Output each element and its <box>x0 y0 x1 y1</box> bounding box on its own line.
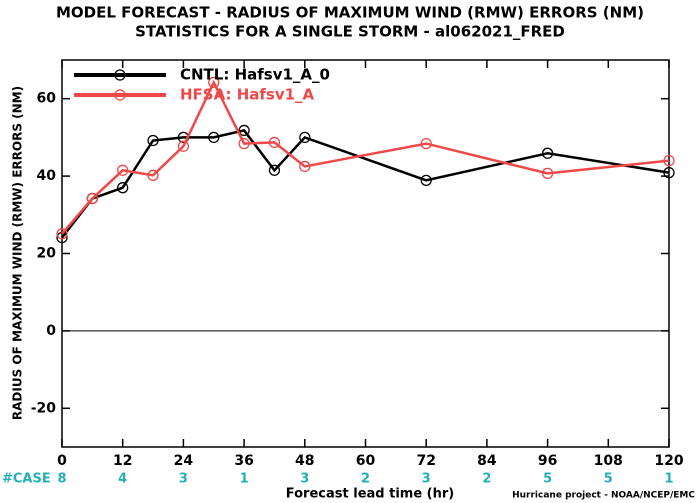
series-marker <box>299 160 311 173</box>
case-count: 4 <box>118 472 127 487</box>
series-marker <box>86 192 98 205</box>
series-marker <box>177 140 190 152</box>
series-marker <box>541 147 554 159</box>
case-count: 5 <box>543 472 552 487</box>
series-line <box>61 129 670 239</box>
series-marker <box>268 136 281 149</box>
series-marker <box>299 131 311 144</box>
series-marker <box>56 228 68 240</box>
series-marker <box>268 164 281 176</box>
series-marker <box>208 131 220 144</box>
case-count: 2 <box>361 472 370 487</box>
case-count: 1 <box>664 472 673 487</box>
legend-marker <box>114 89 126 101</box>
y-tick-label: 0 <box>46 323 56 339</box>
series-marker <box>117 182 129 194</box>
x-tick-label: 72 <box>416 453 435 469</box>
y-tick-label: -20 <box>31 400 57 416</box>
series-marker <box>238 124 250 137</box>
case-count: 3 <box>179 472 188 487</box>
y-tick-label: 60 <box>37 91 57 107</box>
x-axis-label: Forecast lead time (hr) <box>286 487 454 502</box>
x-tick-label: 0 <box>57 453 67 469</box>
case-count: 1 <box>240 472 249 487</box>
footer: Hurricane project - NOAA/NCEP/EMC <box>512 491 695 501</box>
x-tick-label: 36 <box>234 453 253 469</box>
case-count: 5 <box>604 472 613 487</box>
series-marker <box>147 134 159 147</box>
x-tick-label: 84 <box>477 453 497 469</box>
legend-marker <box>114 69 126 81</box>
y-tick-label: 20 <box>37 246 57 262</box>
x-tick-label: 48 <box>295 453 314 469</box>
series-line <box>61 79 670 235</box>
chart-subtitle: STATISTICS FOR A SINGLE STORM - al062021… <box>135 23 565 41</box>
chart-title: MODEL FORECAST - RADIUS OF MAXIMUM WIND … <box>56 4 644 22</box>
x-tick-label: 108 <box>594 453 623 469</box>
series-marker <box>663 154 675 167</box>
case-count: 2 <box>482 472 491 487</box>
series-marker <box>238 137 250 150</box>
series-marker <box>147 169 159 181</box>
y-axis-label: RADIUS OF MAXIMUM WIND (RMW) ERRORS (NM) <box>11 86 25 420</box>
legend-label: HFSA: Hafsv1_A <box>180 86 315 104</box>
y-tick-label: 40 <box>37 168 57 184</box>
case-count: 8 <box>57 472 66 487</box>
series-marker <box>541 167 554 180</box>
series-marker <box>117 164 129 176</box>
series-marker <box>420 137 432 150</box>
legend-label: CNTL: Hafsv1_A_0 <box>180 66 330 84</box>
x-tick-label: 96 <box>538 453 557 469</box>
series-marker <box>420 174 432 187</box>
x-tick-label: 24 <box>174 453 194 469</box>
x-tick-label: 12 <box>113 453 132 469</box>
case-count: 3 <box>300 472 309 487</box>
x-tick-label: 60 <box>356 453 376 469</box>
case-count: 3 <box>422 472 431 487</box>
x-tick-label: 120 <box>654 453 683 469</box>
case-label: #CASE <box>2 472 51 487</box>
plot-frame <box>61 59 670 448</box>
series-marker <box>208 76 220 89</box>
series-marker <box>663 166 675 179</box>
